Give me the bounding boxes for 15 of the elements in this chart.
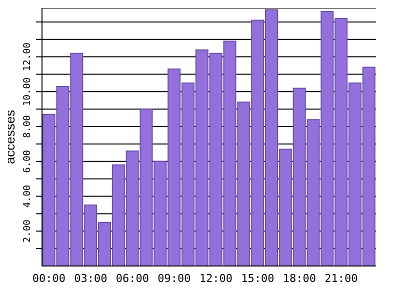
y-axis-title: accesses — [2, 109, 18, 164]
y-tick-label: 8.00 — [22, 114, 33, 138]
x-tick-label: 12:00 — [199, 272, 233, 285]
y-tick-label: 12.00 — [22, 42, 33, 72]
y-tick-label: 10.00 — [22, 77, 33, 106]
y-tick-label: 4.00 — [22, 184, 33, 208]
y-tick-label: 6.00 — [22, 150, 33, 173]
x-tick-label: 00:00 — [32, 272, 66, 285]
x-tick-label: 09:00 — [158, 272, 191, 285]
x-tick-label: 03:00 — [74, 272, 108, 285]
x-tick-label: 21:00 — [324, 272, 358, 285]
x-tick-label: 18:00 — [282, 272, 316, 285]
x-tick-label: 06:00 — [116, 272, 150, 285]
y-tick-label: 2.00 — [22, 219, 33, 243]
x-tick-label: 15:00 — [241, 272, 274, 285]
